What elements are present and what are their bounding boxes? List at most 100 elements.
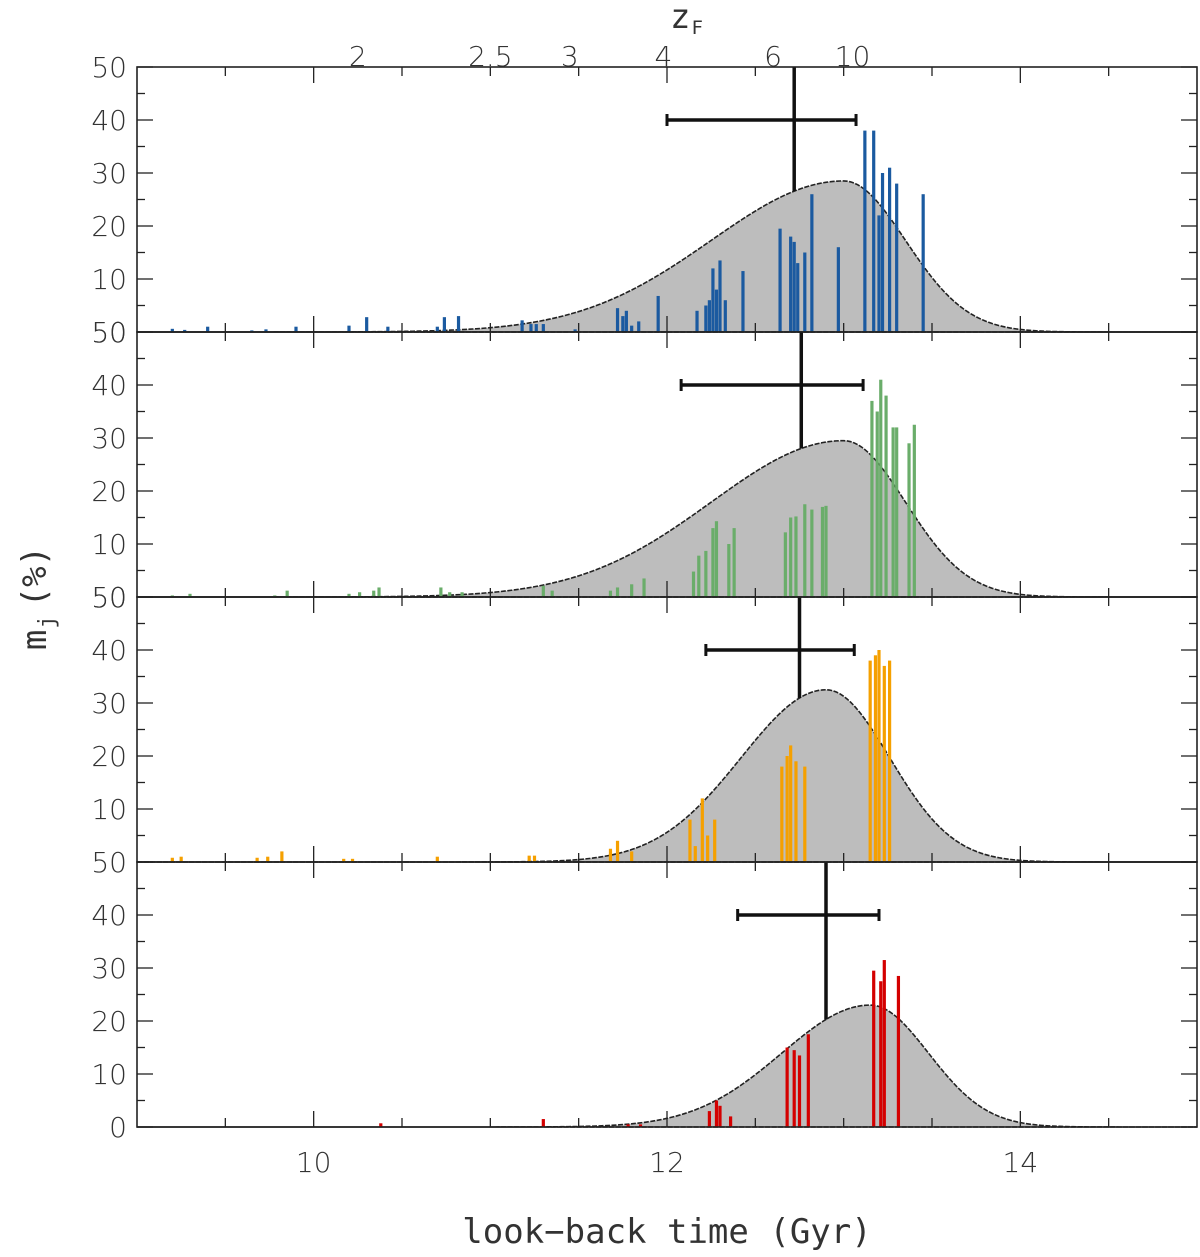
data-bar [630, 584, 634, 597]
data-bar [280, 851, 284, 862]
data-bar [797, 1055, 802, 1127]
y-tick-label: 20 [91, 475, 127, 508]
data-bar [806, 1034, 810, 1127]
data-bar [697, 555, 701, 597]
y-tick-label: 20 [91, 210, 127, 243]
data-bar [785, 756, 789, 862]
data-bar [255, 857, 259, 862]
data-bar [796, 263, 800, 332]
data-bar [532, 855, 537, 862]
data-bar [711, 268, 715, 332]
data-bar [541, 585, 545, 597]
data-bar [803, 766, 807, 862]
y-tick-label: 10 [91, 263, 127, 296]
y-tick-label: 50 [91, 581, 127, 614]
data-bar [358, 592, 362, 597]
data-bar [912, 424, 916, 597]
y-tick-label: 50 [91, 316, 127, 349]
y-tick-label: 10 [91, 1058, 127, 1091]
top-tick-label: 2.5 [468, 40, 513, 73]
data-bar [921, 194, 925, 332]
data-bar [285, 590, 289, 597]
panel-1: 10 20 30 40 50 50 [91, 51, 1198, 349]
data-bar [621, 316, 625, 332]
data-bar [789, 745, 793, 862]
data-bar [573, 329, 577, 332]
data-bar [780, 766, 784, 862]
data-bar [875, 411, 879, 597]
data-bar [794, 761, 798, 862]
data-bar [439, 587, 443, 597]
data-bar [872, 970, 876, 1127]
data-bar [550, 590, 554, 597]
data-bar [888, 167, 892, 332]
data-bar [880, 173, 885, 332]
data-bar [896, 975, 901, 1127]
data-bar [706, 835, 710, 862]
data-bar [377, 587, 381, 597]
data-bar [870, 400, 874, 597]
data-bar [707, 1111, 711, 1127]
data-bar [615, 840, 620, 862]
data-bar [638, 1124, 643, 1127]
data-bar [714, 1100, 719, 1127]
data-bar [882, 665, 886, 862]
data-bar [695, 310, 699, 332]
data-bar [347, 593, 351, 597]
x-tick-label: 14 [1003, 1146, 1039, 1179]
data-bar [884, 395, 888, 597]
y-tick-label: 40 [91, 899, 127, 932]
data-bar [863, 130, 867, 332]
data-bar [877, 650, 881, 862]
data-bar [642, 578, 646, 597]
y-tick-label: 30 [91, 157, 127, 190]
data-bar [718, 1105, 722, 1127]
panel-frame [136, 861, 1198, 1128]
y-tick-label: 50 [91, 846, 127, 879]
data-bar [789, 517, 793, 597]
data-bar [895, 427, 899, 597]
y-tick-label: 50 [91, 581, 127, 614]
data-bar [456, 316, 461, 332]
y-tick-label: 30 [91, 952, 127, 985]
data-bar [879, 981, 883, 1127]
data-bar [732, 528, 736, 597]
data-bar [608, 590, 613, 597]
data-bar [188, 593, 192, 597]
data-bar [435, 856, 439, 862]
data-bar [365, 317, 369, 332]
data-bar [294, 326, 298, 332]
panels-layer: 1020304050501020304050501020304050500102… [91, 51, 1198, 1144]
y-tick-label: 0 [109, 1111, 127, 1144]
data-bar [179, 856, 183, 862]
data-bar [741, 271, 745, 332]
data-bar [882, 960, 886, 1127]
data-bar [714, 289, 719, 332]
data-bar [266, 856, 270, 862]
data-bar [792, 241, 796, 332]
data-bar [183, 329, 187, 332]
data-bar [803, 252, 807, 332]
y-tick-label: 30 [91, 422, 127, 455]
top-tick-label: 4 [655, 40, 673, 73]
data-bar [379, 1123, 383, 1127]
panel-4: 0 10 20 30 40 [91, 861, 1198, 1144]
y-tick-label: 50 [91, 51, 127, 84]
y-tick-label: 20 [91, 1005, 127, 1038]
x-axis-title: look−back time (Gyr) [462, 1212, 871, 1252]
envelope-area [137, 1004, 1197, 1128]
data-bar [794, 516, 798, 597]
y-tick-label: 20 [91, 740, 127, 773]
data-bar [435, 326, 439, 332]
top-axis-title: zF [670, 0, 703, 39]
data-bar [891, 427, 895, 597]
top-tick-label: 10 [835, 40, 871, 73]
y-tick-label: 40 [91, 369, 127, 402]
panel-3: 10 20 30 40 50 50 [91, 581, 1198, 879]
data-bar [707, 300, 711, 332]
data-bar [460, 592, 464, 597]
data-bar [714, 521, 719, 597]
envelope-area [137, 439, 1197, 598]
y-tick-label: 30 [91, 687, 127, 720]
data-bar [608, 848, 613, 862]
